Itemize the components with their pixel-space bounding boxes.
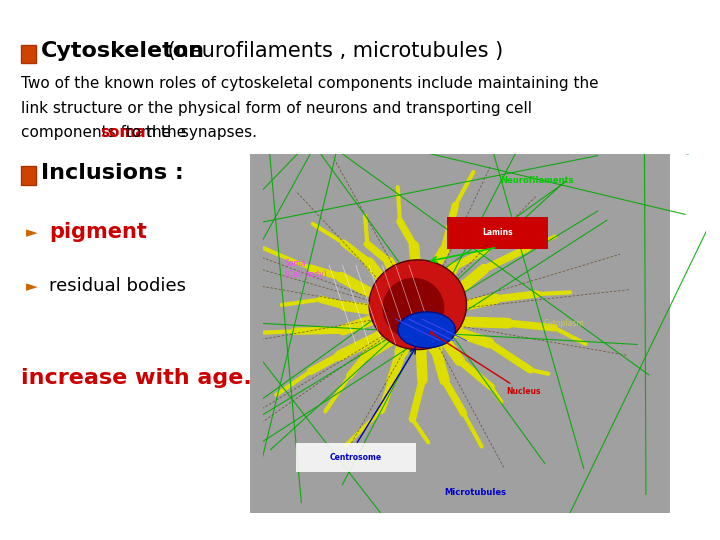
Bar (20, 45, 35, 63)
Text: to the  synapses.: to the synapses. (116, 125, 256, 140)
Ellipse shape (369, 260, 467, 349)
Text: ►: ► (26, 225, 37, 240)
Text: components from the: components from the (20, 125, 191, 140)
Text: Inclusions :: Inclusions : (41, 163, 184, 183)
FancyBboxPatch shape (446, 217, 549, 249)
Bar (20, 166, 35, 185)
Text: Neurofilaments: Neurofilaments (500, 176, 574, 185)
Text: residual bodies: residual bodies (49, 277, 186, 295)
Text: Microtubules: Microtubules (444, 488, 506, 497)
Text: soma: soma (100, 125, 145, 140)
Text: Two of the known roles of cytoskeletal components include maintaining the: Two of the known roles of cytoskeletal c… (20, 76, 598, 91)
Text: Cytoskeleton: Cytoskeleton (41, 41, 205, 62)
Text: link structure or the physical form of neurons and transporting cell: link structure or the physical form of n… (20, 100, 531, 116)
Text: Centrosome: Centrosome (330, 453, 382, 462)
FancyBboxPatch shape (296, 443, 415, 472)
Text: Soma
(Cell body): Soma (Cell body) (285, 259, 327, 279)
Text: increase with age.: increase with age. (20, 368, 251, 388)
Text: (neurofilaments , microtubules ): (neurofilaments , microtubules ) (161, 41, 503, 62)
Ellipse shape (398, 312, 456, 348)
Text: Nucleus: Nucleus (431, 332, 541, 396)
Text: Cytoplasm: Cytoplasm (544, 319, 584, 328)
FancyBboxPatch shape (0, 0, 689, 540)
Text: Lamins: Lamins (482, 228, 513, 238)
Bar (250, 154, 670, 513)
Ellipse shape (382, 278, 444, 339)
Text: pigment: pigment (49, 222, 147, 242)
Text: ►: ► (26, 279, 37, 294)
